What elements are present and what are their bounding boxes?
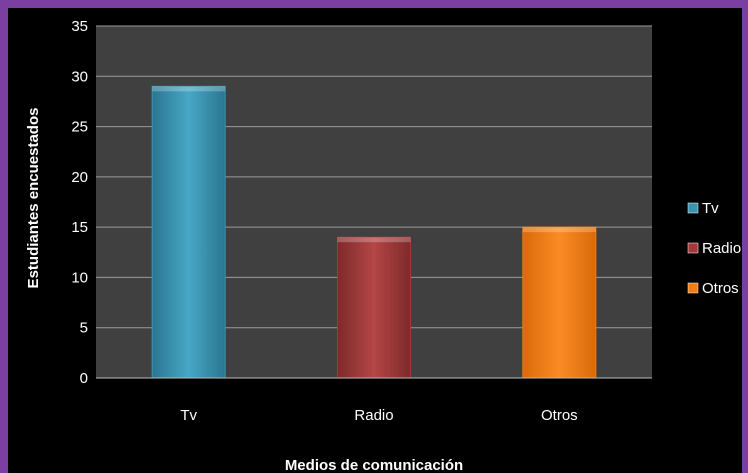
x-tick-label: Otros	[541, 407, 578, 424]
x-tick-labels: Tv Radio Otros	[180, 407, 577, 424]
legend-label: Radio	[702, 240, 741, 257]
y-tick-labels: 0 5 10 15 20 25 30 35	[71, 18, 88, 387]
bar-highlight	[337, 237, 411, 243]
legend-label: Tv	[702, 200, 719, 217]
y-tick-label: 25	[71, 119, 88, 136]
y-tick-label: 30	[71, 68, 88, 85]
bar-chart: 0 5 10 15 20 25 30 35 Tv Radio Otros Medios de co…	[25, 18, 741, 473]
bar-otros	[522, 226, 597, 379]
y-tick-label: 35	[71, 18, 88, 35]
x-axis-title: Medios de comunicación	[285, 457, 463, 473]
bar-highlight	[152, 86, 226, 92]
y-tick-label: 0	[80, 370, 88, 387]
x-tick-label: Tv	[180, 407, 197, 424]
legend-label: Otros	[702, 280, 739, 297]
y-axis-title: Estudiantes encuestados	[25, 108, 42, 289]
bar-highlight	[522, 227, 596, 233]
legend-swatch	[687, 282, 699, 294]
legend-swatch	[687, 202, 699, 214]
y-tick-label: 10	[71, 269, 88, 286]
bar-tv	[151, 85, 226, 379]
x-tick-label: Radio	[354, 407, 393, 424]
legend-swatch	[687, 242, 699, 254]
legend: Tv Radio Otros	[687, 200, 741, 297]
bar-radio	[337, 236, 411, 379]
y-tick-label: 20	[71, 169, 88, 186]
y-tick-label: 5	[80, 320, 88, 337]
y-tick-label: 15	[71, 219, 88, 236]
